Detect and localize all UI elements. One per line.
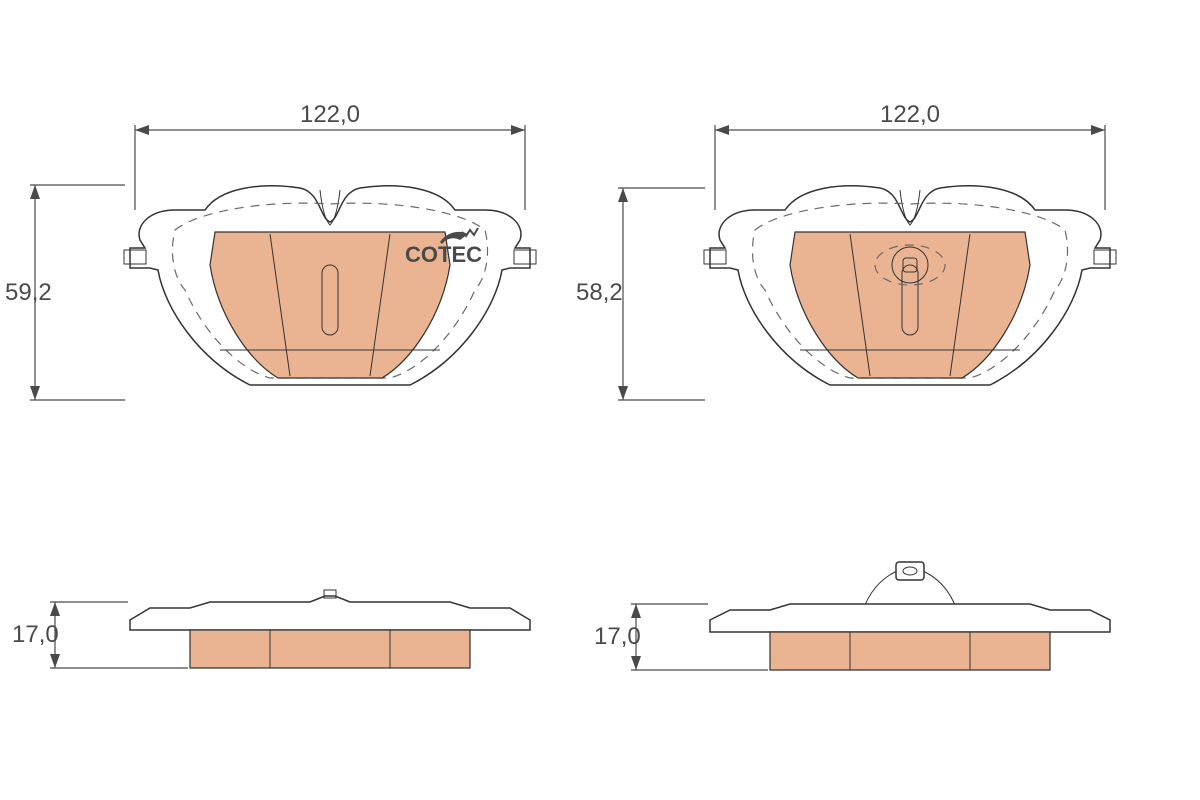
dim-height-left: 59,2 xyxy=(5,185,125,400)
technical-drawing-canvas: COTEC 122,0 59,2 122,0 xyxy=(0,0,1200,800)
dim-width-right-label: 122,0 xyxy=(880,101,940,128)
dim-thickness-right-label: 17,0 xyxy=(594,623,641,650)
side-view-right xyxy=(710,562,1110,670)
front-view-right xyxy=(704,186,1116,385)
front-view-left: COTEC xyxy=(124,186,536,385)
dim-height-right-label: 58,2 xyxy=(576,279,623,306)
dim-height-right: 58,2 xyxy=(576,188,705,400)
brand-name: COTEC xyxy=(405,242,482,267)
dim-width-right: 122,0 xyxy=(715,101,1105,210)
dim-width-left: 122,0 xyxy=(135,101,525,210)
dim-thickness-left-label: 17,0 xyxy=(12,621,59,648)
dim-width-left-label: 122,0 xyxy=(300,101,360,128)
side-view-left xyxy=(130,590,530,668)
dim-height-left-label: 59,2 xyxy=(5,279,52,306)
